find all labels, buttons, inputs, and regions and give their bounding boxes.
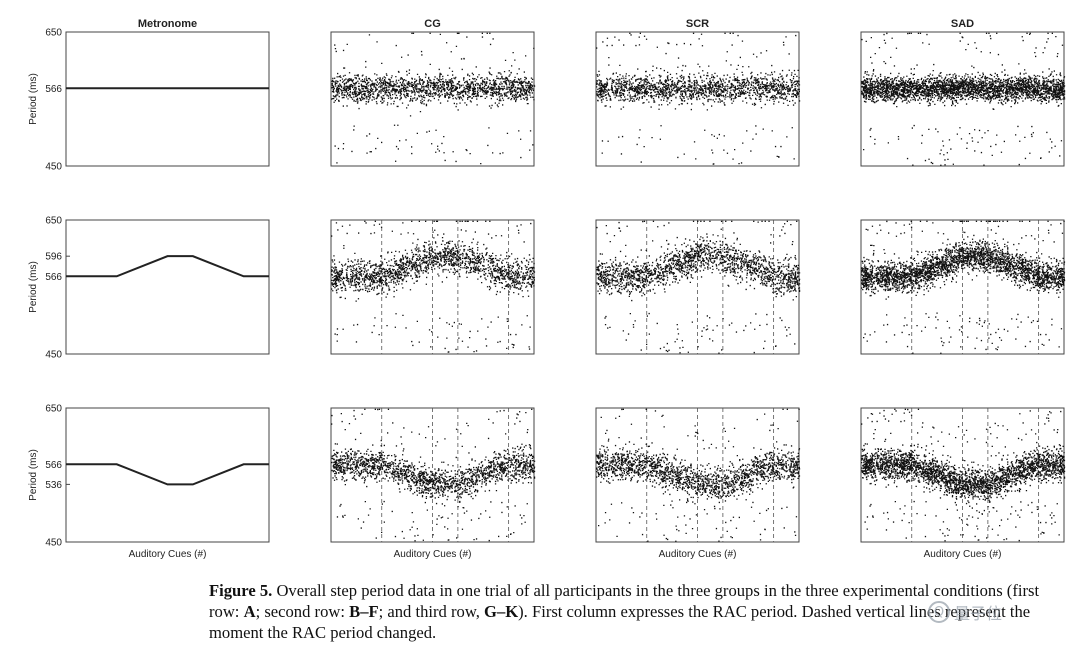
panel-c-scatter-points: [596, 32, 801, 165]
panel-e-frame: [65, 219, 270, 355]
panel-e-ytick-label: 650: [45, 216, 62, 227]
panel-a-ytick-label: 650: [45, 28, 62, 39]
x-axis-label-j: Auditory Cues (#): [394, 549, 472, 560]
figure-5-panels: Metronome 450 566 650 Period (ms) CG SCR SAD 450…: [28, 18, 1066, 560]
caption-text-4: ). First column expresses the RAC period…: [209, 602, 1031, 642]
panel-b-scatter-points: [331, 32, 536, 165]
panel-e-ytick-label: 566: [45, 272, 62, 283]
figure-label: Figure 5.: [209, 581, 273, 600]
panel-l-scatter-points: [861, 408, 1066, 542]
x-axis-label-i: Auditory Cues (#): [129, 549, 207, 560]
panel-a-frame: [65, 31, 270, 167]
panel-e-ytick-label: 450: [45, 350, 62, 361]
caption-bold-a: A: [243, 602, 256, 621]
panel-k-scatter-points: [596, 408, 801, 542]
column-title-cg: CG: [424, 18, 441, 30]
panel-h-scatter-points: [861, 220, 1066, 354]
caption-text-3: ; and third row,: [378, 602, 485, 621]
panel-j-scatter-points: [331, 408, 536, 542]
caption-text-1: Overall step period data in one trial of…: [209, 581, 1040, 621]
panel-a-ylabel: Period (ms): [28, 73, 39, 125]
watermark: Q 量子位: [928, 592, 1060, 632]
caption-bold-gk: G–K: [484, 602, 519, 621]
caption-text-2: ; second row:: [255, 602, 350, 621]
qbitai-logo-icon: Q: [928, 601, 950, 623]
panel-i-ytick-label: 450: [45, 538, 62, 549]
caption-bold-bf: B–F: [349, 602, 379, 621]
figure-caption: Figure 5. Overall step period data in on…: [209, 580, 1069, 643]
column-title-scr: SCR: [686, 18, 709, 30]
panel-i-ytick-label: 650: [45, 404, 62, 415]
panel-i-ytick-label: 536: [45, 480, 62, 491]
panel-i-ytick-label: 566: [45, 460, 62, 471]
panel-g-scatter-points: [596, 220, 801, 354]
column-title-sad: SAD: [951, 18, 974, 30]
panel-i-frame: [65, 407, 270, 543]
panel-e-ylabel: Period (ms): [28, 261, 39, 313]
watermark-text: 量子位: [954, 604, 1003, 623]
panel-b-frame: [330, 31, 535, 167]
panel-i-ylabel: Period (ms): [28, 449, 39, 501]
panel-a-ytick-label: 566: [45, 84, 62, 95]
panel-e-ytick-label: 596: [45, 252, 62, 263]
x-axis-label-k: Auditory Cues (#): [659, 549, 737, 560]
column-title-metronome: Metronome: [138, 18, 197, 30]
x-axis-label-l: Auditory Cues (#): [924, 549, 1002, 560]
panel-i-metronome-line: [66, 463, 269, 486]
panel-e-metronome-line: [66, 255, 269, 278]
panel-d-scatter-points: [861, 32, 1066, 166]
panel-a-ytick-label: 450: [45, 162, 62, 173]
